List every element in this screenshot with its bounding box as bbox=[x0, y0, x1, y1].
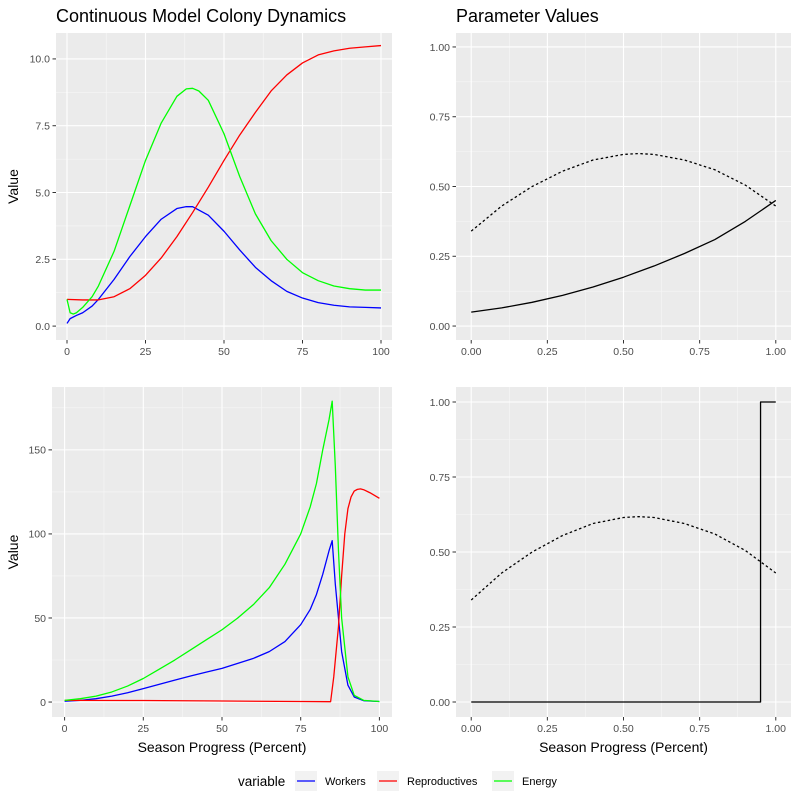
x-axis-label: Season Progress (Percent) bbox=[138, 739, 307, 755]
x-tick-label: 0.00 bbox=[461, 723, 482, 735]
x-tick-label: 1.00 bbox=[766, 346, 787, 358]
x-tick-label: 75 bbox=[295, 723, 307, 735]
x-tick-label: 25 bbox=[137, 723, 149, 735]
y-tick-label: 0.75 bbox=[430, 112, 451, 124]
x-tick-label: 0.25 bbox=[537, 346, 558, 358]
legend-item-energy: Energy bbox=[492, 771, 557, 791]
series-line-workers bbox=[64, 540, 380, 703]
legend: variable Workers Reproductives Energy bbox=[238, 771, 557, 791]
x-axis-label: Season Progress (Percent) bbox=[539, 739, 708, 755]
series-line-solid bbox=[471, 199, 777, 313]
series-line-reproductives bbox=[66, 44, 382, 301]
x-tick-label: 0.00 bbox=[461, 346, 482, 358]
y-tick-label: 0.50 bbox=[430, 547, 451, 559]
y-tick-label: 5.0 bbox=[35, 187, 50, 199]
legend-label-energy: Energy bbox=[522, 776, 557, 788]
y-axis-label: Value bbox=[5, 169, 21, 204]
x-tick-label: 0.50 bbox=[613, 723, 634, 735]
series-line-solid bbox=[471, 401, 776, 703]
y-tick-label: 1.00 bbox=[430, 42, 451, 54]
y-tick-label: 0.25 bbox=[430, 622, 451, 634]
x-tick-label: 0.75 bbox=[689, 346, 710, 358]
y-tick-label: 2.5 bbox=[35, 254, 50, 266]
chart-title: Parameter Values bbox=[456, 6, 599, 26]
y-tick-label: 0.0 bbox=[35, 321, 50, 333]
x-tick-label: 0 bbox=[62, 723, 68, 735]
x-tick-label: 100 bbox=[371, 723, 389, 735]
y-tick-label: 0.50 bbox=[430, 181, 451, 193]
x-tick-label: 25 bbox=[140, 346, 152, 358]
x-tick-label: 75 bbox=[297, 346, 309, 358]
x-tick-label: 1.00 bbox=[766, 723, 787, 735]
x-tick-label: 0.50 bbox=[613, 346, 634, 358]
panel-discrete-dynamics: 0 25 50 75 100 0 50 100 150 Season Progress (Perc… bbox=[5, 387, 392, 755]
panel-continuous-dynamics: 0 25 50 75 100 0.0 2.5 5.0 7.5 10.0 Continuous Mod… bbox=[5, 6, 392, 358]
chart-title: Continuous Model Colony Dynamics bbox=[56, 6, 346, 26]
panel-parameter-values-continuous: 0.00 0.25 0.50 0.75 1.00 0.00 0.25 0.50 0.75 1.00… bbox=[430, 6, 791, 358]
y-tick-label: 10.0 bbox=[30, 54, 51, 66]
y-tick-label: 0 bbox=[40, 697, 46, 709]
series-line-dotted bbox=[470, 515, 777, 601]
legend-item-reproductives: Reproductives bbox=[377, 771, 478, 791]
y-axis-label: Value bbox=[5, 534, 21, 569]
y-tick-label: 50 bbox=[34, 613, 46, 625]
series-line-energy bbox=[66, 87, 382, 315]
y-tick-label: 1.00 bbox=[430, 397, 451, 409]
x-tick-label: 50 bbox=[216, 723, 228, 735]
series-line-energy bbox=[64, 400, 380, 703]
y-tick-label: 150 bbox=[28, 445, 46, 457]
legend-item-workers: Workers bbox=[295, 771, 366, 791]
series-line-dotted bbox=[470, 152, 777, 232]
x-tick-label: 50 bbox=[218, 346, 230, 358]
y-tick-label: 0.00 bbox=[430, 697, 451, 709]
panel-parameter-values-discrete: 0.00 0.25 0.50 0.75 1.00 0.00 0.25 0.50 0.75 1.00… bbox=[430, 387, 791, 755]
x-tick-label: 100 bbox=[372, 346, 390, 358]
series-line-workers bbox=[66, 206, 382, 324]
x-tick-label: 0 bbox=[64, 346, 70, 358]
x-tick-label: 0.75 bbox=[689, 723, 710, 735]
y-tick-label: 0.00 bbox=[430, 321, 451, 333]
series-line-reproductives bbox=[64, 488, 380, 703]
legend-title: variable bbox=[238, 774, 285, 789]
legend-label-reproductives: Reproductives bbox=[407, 776, 478, 788]
y-tick-label: 0.25 bbox=[430, 251, 451, 263]
y-tick-label: 100 bbox=[28, 529, 46, 541]
legend-label-workers: Workers bbox=[325, 776, 366, 788]
x-tick-label: 0.25 bbox=[537, 723, 558, 735]
y-tick-label: 7.5 bbox=[35, 121, 50, 133]
y-tick-label: 0.75 bbox=[430, 472, 451, 484]
